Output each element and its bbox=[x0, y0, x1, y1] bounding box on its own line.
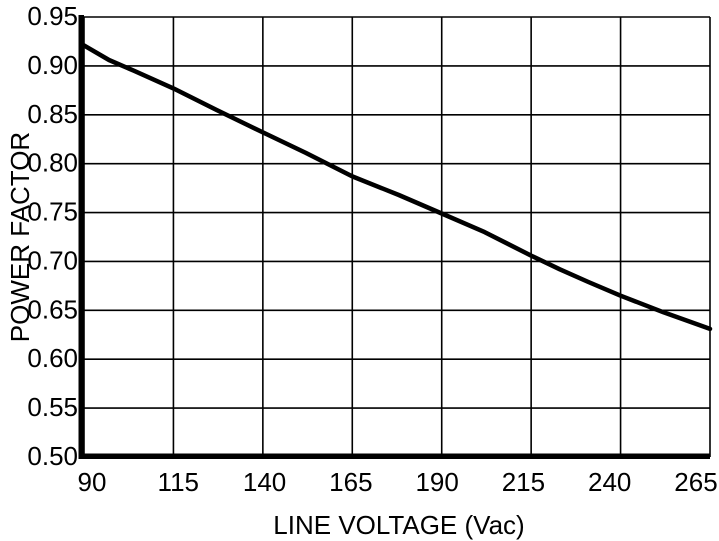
y-tick-label: 0.85 bbox=[27, 99, 78, 129]
gridlines bbox=[83, 16, 711, 458]
x-axis-line bbox=[78, 453, 710, 459]
x-axis-title: LINE VOLTAGE (Vac) bbox=[273, 510, 524, 540]
x-tick-label: 190 bbox=[415, 467, 458, 497]
y-axis-tick-labels: 0.95 0.90 0.85 0.80 0.75 0.70 0.65 0.60 0.55 0.50 bbox=[27, 1, 78, 471]
x-tick-label: 115 bbox=[158, 467, 199, 497]
y-tick-label: 0.75 bbox=[27, 197, 78, 227]
y-tick-label: 0.65 bbox=[27, 294, 78, 324]
y-tick-label: 0.50 bbox=[27, 441, 78, 471]
axes bbox=[78, 15, 710, 459]
x-tick-label: 215 bbox=[502, 467, 545, 497]
y-tick-label: 0.55 bbox=[27, 392, 78, 422]
y-axis-title: POWER FACTOR bbox=[5, 132, 35, 342]
y-axis-line bbox=[78, 15, 84, 459]
y-tick-label: 0.90 bbox=[27, 50, 78, 80]
y-tick-label: 0.95 bbox=[27, 1, 78, 31]
x-tick-label: 140 bbox=[243, 467, 286, 497]
x-axis-tick-labels: 90 115 140 165 190 215 240 265 bbox=[78, 467, 718, 497]
x-tick-label: 265 bbox=[674, 467, 717, 497]
x-tick-label: 90 bbox=[78, 467, 107, 497]
x-tick-label: 165 bbox=[329, 467, 372, 497]
x-tick-label: 240 bbox=[588, 467, 631, 497]
y-tick-label: 0.80 bbox=[27, 148, 78, 178]
y-tick-label: 0.60 bbox=[27, 343, 78, 373]
y-tick-label: 0.70 bbox=[27, 245, 78, 275]
power-factor-curve bbox=[81, 43, 713, 332]
